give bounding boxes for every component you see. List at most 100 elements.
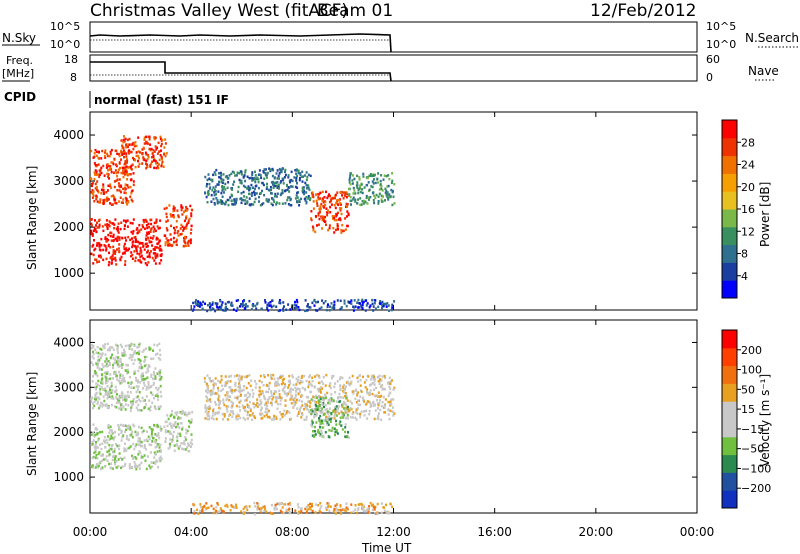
velocity-cell [219,509,222,512]
power-cell [365,196,368,200]
power-cell [97,191,100,194]
velocity-cell [136,345,139,349]
velocity-cell [342,386,345,390]
power-cell [276,169,279,172]
velocity-cell [144,448,147,451]
velocity-cell [327,399,330,402]
power-cell [335,213,338,216]
velocity-cell [111,346,114,349]
velocity-cell [334,504,337,507]
velocity-cell [338,377,341,381]
power-cell [175,225,178,229]
power-cell [111,161,114,164]
power-cell [98,150,100,154]
power-cell [246,200,249,203]
time-tick-label: 04:00 [174,525,209,539]
power-cell [123,227,126,231]
velocity-cell [143,406,146,410]
velocity-cell [157,434,160,437]
velocity-cell [307,396,310,399]
power-cell [233,199,236,203]
velocity-cell [94,456,97,460]
power-cell [129,221,132,225]
velocity-cell [101,430,104,434]
power-cell [136,252,139,255]
velocity-cell [305,505,308,508]
power-cell [288,196,291,199]
velocity-cell [387,408,390,412]
velocity-cell [329,382,332,385]
power-cell [137,165,140,168]
velocity-cell [138,345,141,348]
power-cell [335,201,338,205]
power-cell [148,231,150,234]
velocity-cell [138,358,141,362]
velocity-cell [369,405,372,408]
power-cell [211,178,214,182]
velocity-cell [339,505,342,508]
velocity-cell [274,415,277,418]
velocity-cell [313,386,316,389]
velocity-cell [159,443,162,447]
velocity-cell [242,406,245,409]
velocity-cell [179,422,182,425]
velocity-cell [215,383,218,386]
velocity-cell [159,371,162,374]
velocity-cell [111,395,114,398]
power-cell [280,170,283,174]
velocity-cell [246,508,249,512]
velocity-cell [323,399,326,402]
power-cell [119,151,122,154]
power-cell [363,186,366,189]
velocity-cell [106,397,109,400]
power-cell [148,138,151,141]
velocity-cell [242,388,245,392]
power-cell [356,202,359,205]
velocity-cell [297,412,300,415]
velocity-cell [217,379,220,383]
velocity-cell [305,418,308,421]
velocity-cell [311,409,314,413]
velocity-cell [368,505,371,508]
velocity-cell [128,467,131,470]
velocity-cell [313,434,316,437]
power-cell [335,215,338,218]
velocity-cell [348,376,351,380]
velocity-cell [165,420,168,424]
velocity-cell [344,411,347,414]
velocity-cell [159,377,162,381]
velocity-cell [333,417,336,420]
power-cell [117,182,120,185]
velocity-cell [157,398,160,401]
power-cell [226,177,229,180]
power-cell [342,229,345,233]
power-cell [290,170,293,174]
velocity-cell [136,408,139,412]
power-cell [247,185,250,188]
velocity-cell [249,407,252,411]
power-cell [337,211,339,215]
power-cell [180,232,183,236]
velocity-cell [141,377,144,381]
velocity-cell [267,374,270,377]
power-cell [253,193,256,197]
velocity-cell [117,424,120,427]
power-cell [95,150,98,154]
velocity-cell [121,435,124,439]
power-cell [182,244,185,248]
velocity-cell [382,395,385,399]
power-cell [367,196,370,199]
power-cell [325,190,327,194]
velocity-cell [393,412,396,415]
power-cell [115,227,118,231]
velocity-cell [350,503,353,506]
velocity-cell [240,377,243,380]
velocity-colorbar-tick-label: −200 [741,482,771,495]
velocity-cell [347,405,349,409]
velocity-cell [114,456,117,460]
power-cell [127,248,130,252]
power-cell [325,223,327,226]
power-cell [361,307,364,310]
power-cell [391,190,394,194]
